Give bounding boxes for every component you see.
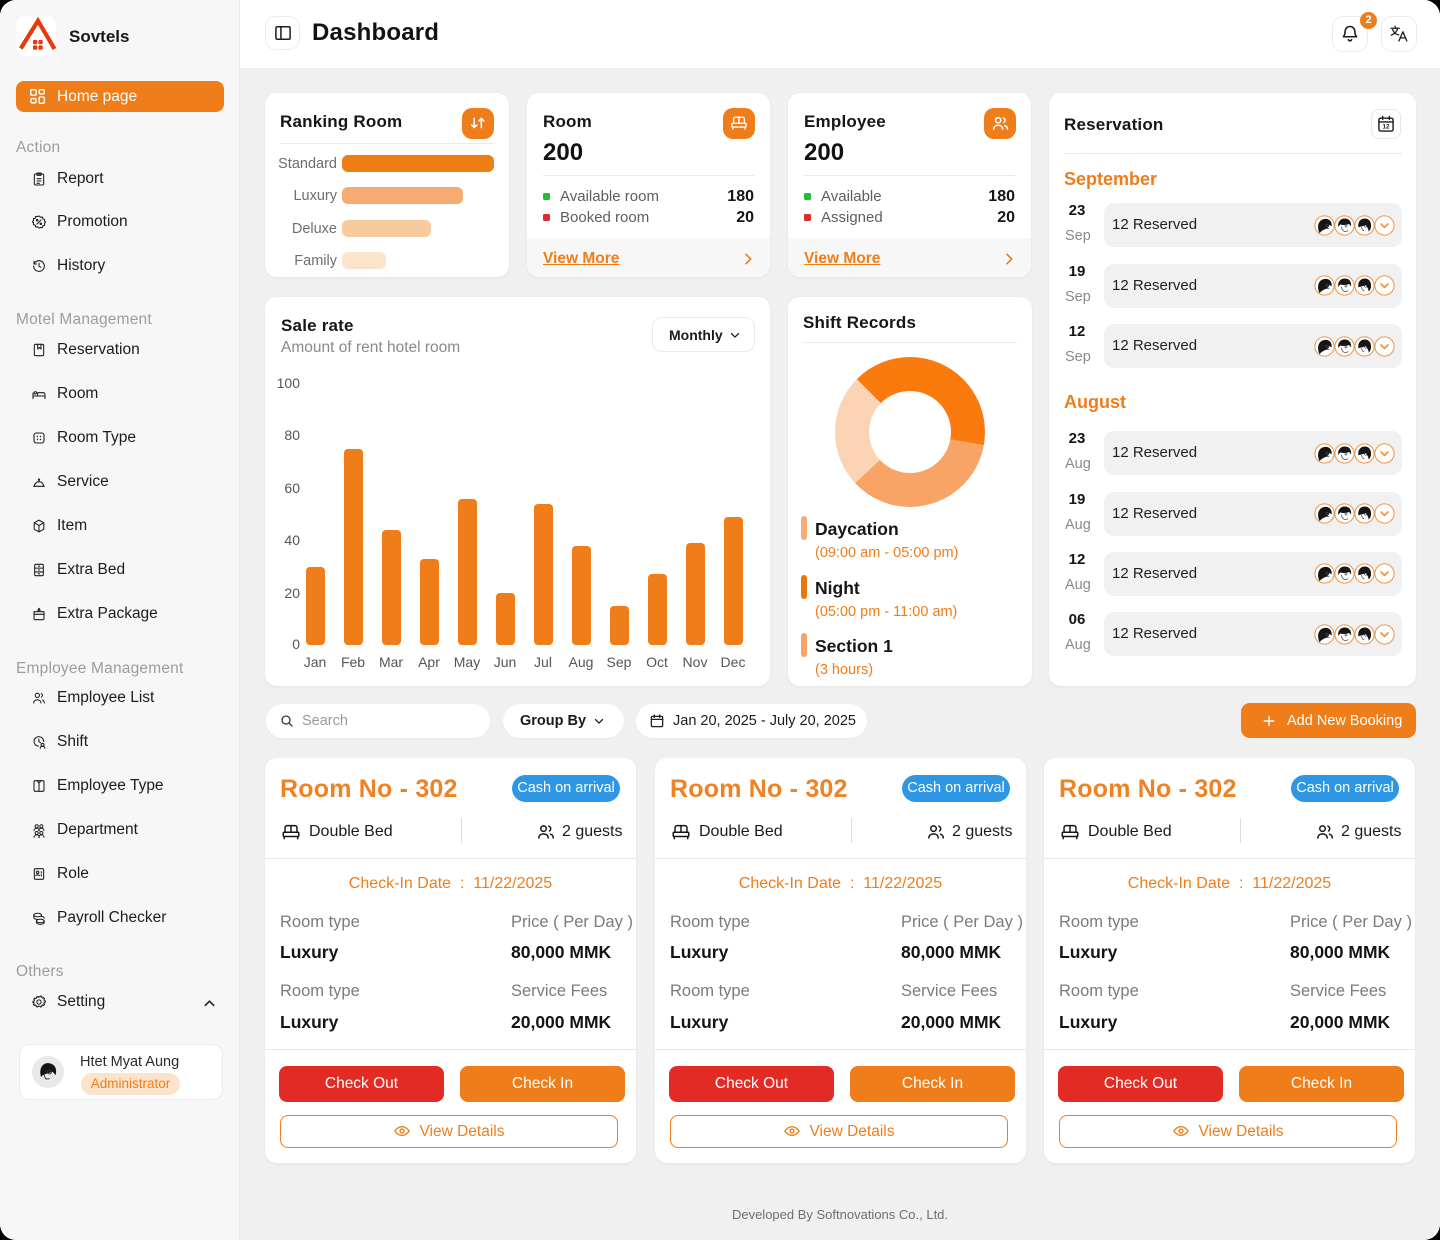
svg-text:12: 12 — [1383, 124, 1390, 131]
